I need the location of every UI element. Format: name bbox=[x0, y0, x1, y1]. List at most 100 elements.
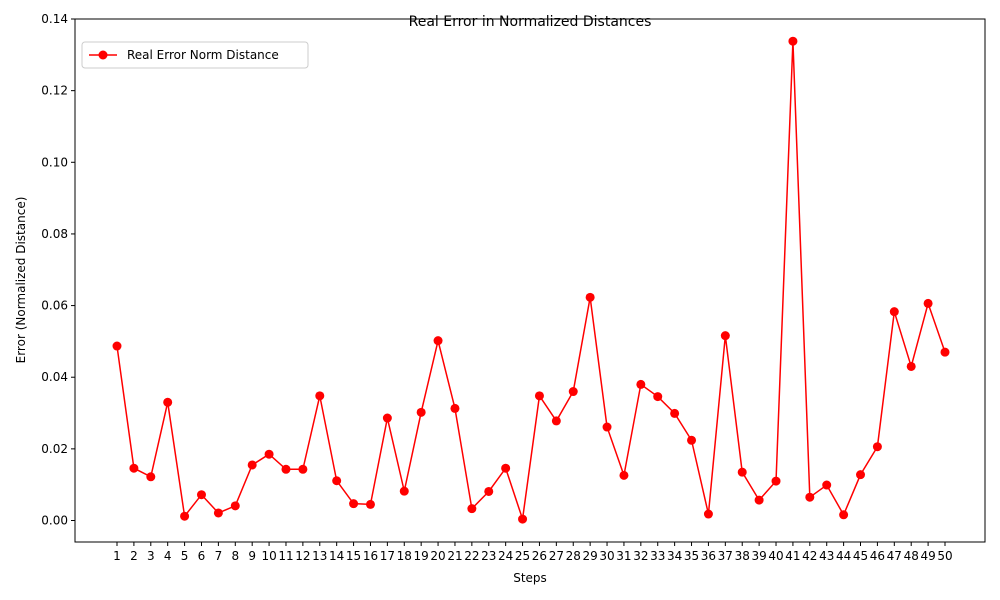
data-point bbox=[382, 413, 392, 423]
x-tick-label: 38 bbox=[735, 549, 750, 563]
plot-frame bbox=[74, 18, 986, 543]
x-tick-label: 24 bbox=[498, 549, 513, 563]
legend-box bbox=[81, 41, 309, 69]
x-tick-label: 9 bbox=[248, 549, 256, 563]
x-tick-label: 29 bbox=[583, 549, 598, 563]
data-point bbox=[737, 467, 747, 477]
y-tick-label: 0.10 bbox=[41, 155, 68, 169]
x-tick-label: 40 bbox=[768, 549, 783, 563]
chart-title: Real Error in Normalized Distances bbox=[409, 14, 652, 30]
x-tick-label: 41 bbox=[785, 549, 800, 563]
x-tick-label: 33 bbox=[650, 549, 665, 563]
x-tick-label: 47 bbox=[887, 549, 902, 563]
y-axis-label: Error (Normalized Distance) bbox=[14, 197, 28, 364]
legend-marker bbox=[98, 50, 108, 60]
data-point bbox=[112, 341, 122, 351]
y-tick-label: 0.08 bbox=[41, 227, 68, 241]
data-point bbox=[281, 464, 291, 474]
data-point bbox=[602, 422, 612, 432]
data-point bbox=[264, 449, 274, 459]
data-point bbox=[146, 472, 156, 482]
y-tick-label: 0.14 bbox=[41, 12, 68, 26]
x-axis-label: Steps bbox=[513, 571, 547, 585]
data-point bbox=[433, 336, 443, 346]
x-tick-label: 39 bbox=[751, 549, 766, 563]
x-tick-label: 46 bbox=[870, 549, 885, 563]
data-point bbox=[822, 480, 832, 490]
data-point bbox=[619, 470, 629, 480]
x-tick-label: 42 bbox=[802, 549, 817, 563]
x-tick-label: 49 bbox=[920, 549, 935, 563]
data-point bbox=[298, 464, 308, 474]
data-point bbox=[180, 511, 190, 521]
x-tick-label: 45 bbox=[853, 549, 868, 563]
data-point bbox=[365, 499, 375, 509]
data-point bbox=[940, 347, 950, 357]
data-point bbox=[450, 403, 460, 413]
x-tick-label: 31 bbox=[616, 549, 631, 563]
data-point bbox=[653, 392, 663, 402]
data-point bbox=[636, 379, 646, 389]
x-tick-label: 37 bbox=[718, 549, 733, 563]
data-point bbox=[163, 397, 173, 407]
series-layer bbox=[112, 36, 950, 524]
data-point bbox=[568, 387, 578, 397]
x-tick-label: 26 bbox=[532, 549, 547, 563]
data-point bbox=[771, 476, 781, 486]
x-tick-label: 43 bbox=[819, 549, 834, 563]
y-tick-label: 0.04 bbox=[41, 370, 68, 384]
data-point bbox=[551, 416, 561, 426]
x-tick-label: 16 bbox=[363, 549, 378, 563]
legend: Real Error Norm Distance bbox=[81, 41, 309, 69]
y-tick-label: 0.02 bbox=[41, 442, 68, 456]
data-point bbox=[501, 463, 511, 473]
data-point bbox=[889, 307, 899, 317]
data-point bbox=[687, 435, 697, 445]
x-tick-label: 5 bbox=[181, 549, 189, 563]
data-point bbox=[670, 408, 680, 418]
y-axis: 0.00 0.02 0.04 0.06 0.08 0.10 0.12 0.14 bbox=[41, 12, 75, 528]
data-point bbox=[856, 470, 866, 480]
data-point bbox=[196, 490, 206, 500]
x-tick-label: 13 bbox=[312, 549, 327, 563]
y-tick-label: 0.06 bbox=[41, 299, 68, 313]
x-tick-label: 19 bbox=[414, 549, 429, 563]
data-point bbox=[416, 407, 426, 417]
y-tick-label: 0.12 bbox=[41, 84, 68, 98]
x-tick-label: 17 bbox=[380, 549, 395, 563]
data-point bbox=[720, 331, 730, 341]
x-tick-label: 11 bbox=[278, 549, 293, 563]
data-point bbox=[872, 442, 882, 452]
data-point bbox=[484, 486, 494, 496]
x-tick-label: 1 bbox=[113, 549, 121, 563]
x-tick-label: 3 bbox=[147, 549, 155, 563]
x-tick-label: 30 bbox=[599, 549, 614, 563]
data-point bbox=[129, 463, 139, 473]
x-tick-label: 44 bbox=[836, 549, 851, 563]
data-point bbox=[213, 508, 223, 518]
x-tick-label: 48 bbox=[904, 549, 919, 563]
data-point bbox=[788, 36, 798, 46]
x-axis: 1 2 3 4 5 6 7 8 9 10 11 12 13 14 15 16 17 18 19 20 21 22 23 24 2… bbox=[113, 542, 953, 563]
x-tick-label: 27 bbox=[549, 549, 564, 563]
data-point bbox=[703, 509, 713, 519]
x-tick-label: 6 bbox=[198, 549, 206, 563]
x-tick-label: 34 bbox=[667, 549, 682, 563]
data-point bbox=[467, 504, 477, 514]
x-tick-label: 12 bbox=[295, 549, 310, 563]
x-tick-label: 32 bbox=[633, 549, 648, 563]
x-tick-label: 28 bbox=[566, 549, 581, 563]
data-point bbox=[839, 510, 849, 520]
x-tick-label: 22 bbox=[464, 549, 479, 563]
data-point bbox=[315, 391, 325, 401]
data-point bbox=[906, 361, 916, 371]
data-point bbox=[585, 292, 595, 302]
x-tick-label: 14 bbox=[329, 549, 344, 563]
legend-label: Real Error Norm Distance bbox=[127, 48, 279, 62]
x-tick-label: 10 bbox=[261, 549, 276, 563]
x-tick-label: 18 bbox=[397, 549, 412, 563]
series-line bbox=[116, 41, 946, 520]
x-tick-label: 2 bbox=[130, 549, 138, 563]
data-point bbox=[754, 495, 764, 505]
